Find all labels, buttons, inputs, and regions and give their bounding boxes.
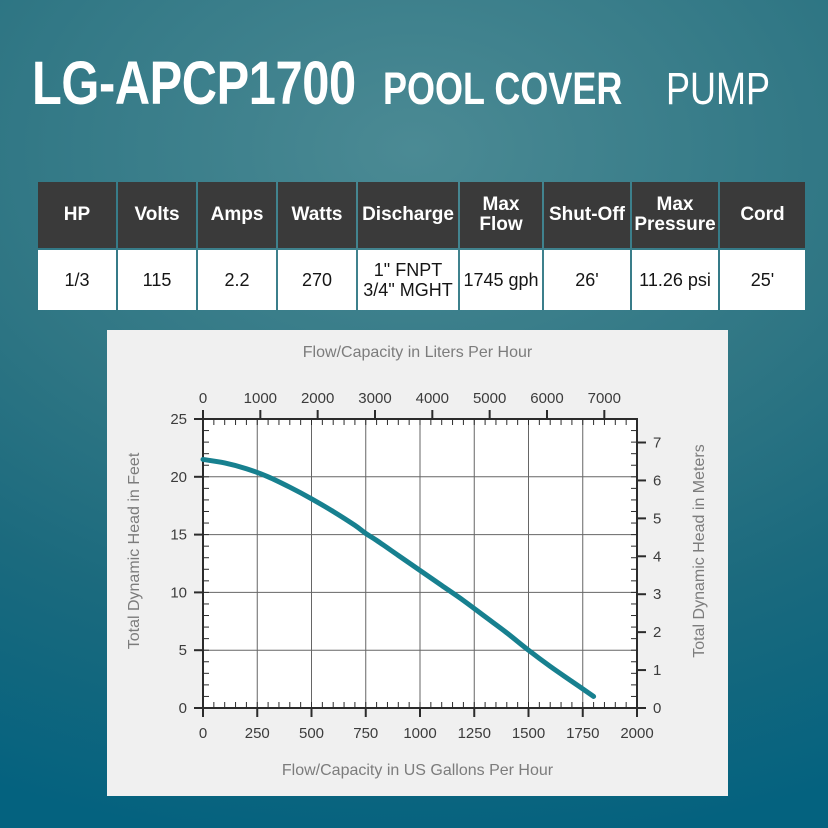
svg-text:0: 0 <box>199 390 207 407</box>
title-product-primary: POOL COVER <box>382 63 623 114</box>
spec-header-max-flow: Max Flow <box>460 182 542 248</box>
performance-chart-panel: Flow/Capacity in Liters Per Hour Flow/Ca… <box>107 330 728 796</box>
chart-bottom-axis-title: Flow/Capacity in US Gallons Per Hour <box>281 762 554 779</box>
svg-text:500: 500 <box>299 725 324 742</box>
spec-value-cord: 25' <box>720 250 805 310</box>
spec-header-cord: Cord <box>720 182 805 248</box>
spec-header-amps: Amps <box>198 182 276 248</box>
svg-text:2000: 2000 <box>620 725 653 742</box>
svg-text:1000: 1000 <box>244 390 277 407</box>
svg-text:6: 6 <box>653 472 661 489</box>
svg-text:25: 25 <box>170 411 187 428</box>
svg-text:5: 5 <box>653 510 661 527</box>
spec-header-discharge: Discharge <box>358 182 458 248</box>
svg-text:2000: 2000 <box>301 390 334 407</box>
chart-top-axis-title: Flow/Capacity in Liters Per Hour <box>302 344 533 361</box>
spec-value-amps: 2.2 <box>198 250 276 310</box>
svg-text:1250: 1250 <box>458 725 491 742</box>
spec-value-max-pressure: 11.26 psi <box>632 250 718 310</box>
svg-text:6000: 6000 <box>530 390 563 407</box>
spec-header-watts: Watts <box>278 182 356 248</box>
svg-text:0: 0 <box>653 700 661 717</box>
spec-value-watts: 270 <box>278 250 356 310</box>
svg-text:0: 0 <box>179 700 187 717</box>
title-product-secondary: PUMP <box>665 63 770 114</box>
spec-header-max-pressure: Max Pressure <box>632 182 718 248</box>
svg-text:1750: 1750 <box>566 725 599 742</box>
svg-text:7: 7 <box>653 435 661 452</box>
svg-text:3000: 3000 <box>358 390 391 407</box>
svg-text:20: 20 <box>170 469 187 486</box>
svg-text:2: 2 <box>653 624 661 641</box>
spec-table-header-row: HP Volts Amps Watts Discharge Max Flow <box>38 182 805 248</box>
spec-value-volts: 115 <box>118 250 196 310</box>
svg-text:15: 15 <box>170 527 187 544</box>
svg-text:5: 5 <box>179 642 187 659</box>
svg-text:750: 750 <box>353 725 378 742</box>
svg-text:4: 4 <box>653 548 661 565</box>
page-title: LG-APCP1700 POOL COVER PUMP <box>0 48 828 118</box>
svg-text:1500: 1500 <box>512 725 545 742</box>
spec-header-shut-off: Shut-Off <box>544 182 630 248</box>
spec-value-max-flow: 1745 gph <box>460 250 542 310</box>
svg-text:4000: 4000 <box>416 390 449 407</box>
spec-value-hp: 1/3 <box>38 250 116 310</box>
svg-text:1000: 1000 <box>403 725 436 742</box>
spec-value-discharge: 1" FNPT 3/4" MGHT <box>358 250 458 310</box>
svg-text:250: 250 <box>245 725 270 742</box>
svg-text:10: 10 <box>170 584 187 601</box>
spec-table-value-row: 1/3 115 2.2 270 1" FNPT 3/4" MGHT 1745 g… <box>38 250 805 310</box>
svg-text:0: 0 <box>199 725 207 742</box>
svg-text:3: 3 <box>653 586 661 603</box>
spec-header-hp: HP <box>38 182 116 248</box>
svg-text:5000: 5000 <box>473 390 506 407</box>
svg-text:7000: 7000 <box>588 390 621 407</box>
title-model: LG-APCP1700 <box>32 49 356 117</box>
spec-value-shut-off: 26' <box>544 250 630 310</box>
svg-text:1: 1 <box>653 662 661 679</box>
spec-table: HP Volts Amps Watts Discharge Max Flow <box>36 180 807 312</box>
spec-header-volts: Volts <box>118 182 196 248</box>
